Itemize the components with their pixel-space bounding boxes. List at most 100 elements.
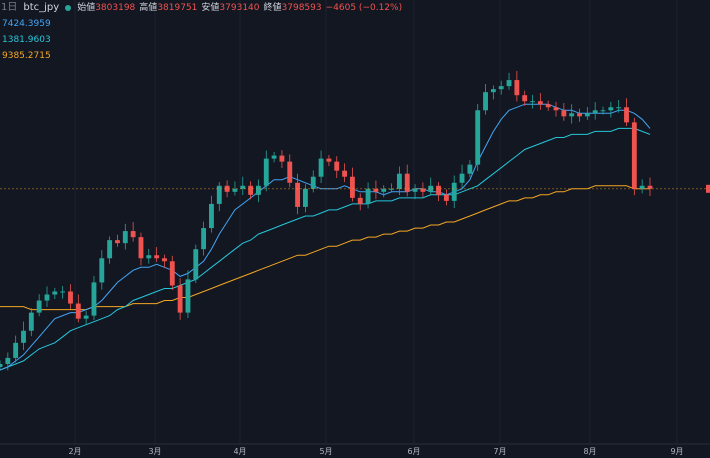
candle-body — [514, 80, 520, 96]
candle-body — [201, 228, 207, 250]
x-tick-label: 2月 — [68, 447, 82, 456]
symbol-label[interactable]: btc_jpy — [23, 2, 60, 13]
market-status-icon — [65, 5, 72, 11]
candle-body — [467, 164, 473, 174]
high-value: 3819751 — [157, 3, 198, 13]
candle-body — [0, 363, 3, 367]
ma-short-line — [0, 103, 651, 371]
candle-body — [592, 110, 598, 114]
candle-body — [216, 185, 222, 204]
candle-body — [600, 110, 606, 112]
candle-body — [263, 158, 269, 186]
chart-legend: 1日 btc_jpy 始値 3803198 高値 3819751 安値 3793140… — [0, 0, 402, 64]
low-label: 安値 — [201, 3, 220, 13]
candle-body — [240, 185, 246, 189]
candle-body — [616, 107, 622, 109]
ma-short-value: 7424.3959 — [2, 19, 51, 29]
candle-body — [256, 185, 261, 195]
candle-body — [420, 188, 426, 192]
x-tick-label: 9月 — [670, 447, 684, 456]
candle-body — [631, 122, 637, 189]
candle-body — [483, 92, 488, 111]
candle-body — [154, 255, 160, 259]
ma-long-value: 9385.2715 — [2, 51, 51, 61]
ma-mid-line — [0, 127, 651, 371]
x-tick-label: 7月 — [493, 447, 507, 456]
candle-body — [428, 185, 434, 192]
ma-long-row: 9385.2715 — [0, 48, 402, 64]
candle-body — [396, 173, 402, 189]
candle-body — [209, 203, 214, 229]
candle-body — [310, 176, 316, 189]
x-tick-label: 4月 — [233, 447, 247, 456]
ma-short-row: 7424.3959 — [0, 16, 402, 32]
open-value: 3803198 — [95, 3, 136, 13]
candle-body — [271, 155, 277, 159]
candle-body — [130, 231, 136, 238]
candle-body — [68, 291, 73, 304]
candle-body — [122, 231, 128, 244]
candle-body — [326, 158, 332, 162]
candle-body — [624, 107, 629, 123]
candle-body — [373, 188, 379, 192]
candle-body — [5, 357, 11, 364]
ma-long-line — [0, 185, 650, 311]
interval-label[interactable]: 1日 — [1, 2, 18, 13]
candle-body — [608, 107, 614, 111]
candle-body — [451, 182, 457, 201]
last-price-tag — [706, 184, 710, 193]
ma-mid-value: 1381.9603 — [2, 35, 51, 45]
candle-body — [146, 255, 152, 259]
x-tick-label: 8月 — [583, 447, 597, 456]
candle-body — [498, 86, 504, 90]
candle-body — [21, 330, 26, 343]
candle-body — [412, 188, 418, 192]
candle-body — [490, 89, 496, 93]
candle-body — [365, 188, 371, 204]
candle-body — [334, 161, 340, 171]
close-label: 終値 — [263, 3, 282, 13]
candle-body — [569, 113, 575, 117]
candle-body — [561, 110, 567, 117]
candle-body — [342, 170, 348, 177]
candle-body — [248, 185, 254, 195]
candle-body — [138, 237, 144, 259]
candle-body — [279, 155, 285, 162]
chart-grid — [74, 0, 678, 444]
candle-body — [295, 182, 301, 207]
candle-body — [577, 113, 582, 117]
candle-body — [162, 258, 167, 262]
candle-body — [537, 101, 543, 105]
candle-body — [318, 158, 324, 177]
high-label: 高値 — [139, 3, 158, 13]
moving-average-lines — [0, 103, 651, 371]
close-value: 3798593 — [281, 3, 322, 13]
candle-body — [232, 188, 238, 192]
candle-body — [530, 101, 535, 103]
candle-body — [553, 107, 559, 111]
candle-body — [647, 185, 653, 189]
candle-body — [639, 185, 645, 189]
candle-body — [60, 291, 66, 293]
candle-body — [91, 282, 97, 316]
candle-body — [99, 258, 105, 283]
low-value: 3793140 — [219, 3, 260, 13]
change-value: −4605 (−0.12%) — [325, 3, 403, 13]
candle-body — [357, 197, 363, 204]
candle-body — [545, 104, 551, 108]
candle-body — [443, 194, 449, 201]
candle-body — [302, 188, 308, 207]
candle-body — [522, 95, 528, 102]
candle-body — [381, 188, 387, 192]
candlestick-series — [0, 71, 653, 371]
candle-body — [475, 110, 481, 165]
candle-body — [506, 80, 512, 87]
candle-body — [224, 185, 230, 192]
candle-body — [584, 113, 590, 117]
candle-body — [177, 285, 183, 313]
candle-body — [436, 185, 441, 195]
x-tick-label: 6月 — [407, 447, 421, 456]
ma-mid-row: 1381.9603 — [0, 32, 402, 48]
candle-body — [115, 240, 120, 244]
